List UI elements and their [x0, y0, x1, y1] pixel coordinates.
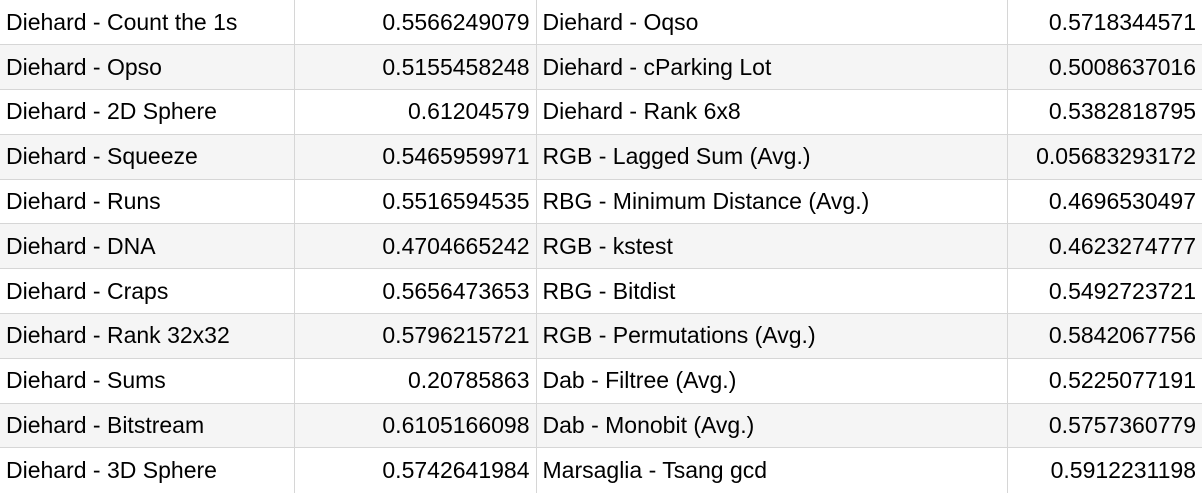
left-test-value: 0.5155458248 — [293, 44, 537, 91]
right-test-value: 0.5718344571 — [1006, 0, 1202, 46]
right-test-name: Dab - Monobit (Avg.) — [535, 402, 1008, 449]
right-test-value: 0.4696530497 — [1006, 178, 1202, 225]
right-test-name: Dab - Filtree (Avg.) — [535, 357, 1008, 404]
left-test-name: Diehard - Sums — [0, 357, 295, 404]
left-test-name: Diehard - Count the 1s — [0, 0, 295, 46]
right-test-value: 0.05683293172 — [1006, 133, 1202, 180]
right-test-name: Diehard - cParking Lot — [535, 44, 1008, 91]
table-row: Diehard - Rank 32x32 0.5796215721 RGB - … — [0, 313, 1202, 359]
table-row: Diehard - 3D Sphere 0.5742641984 Marsagl… — [0, 447, 1202, 493]
table-row: Diehard - Bitstream 0.6105166098 Dab - M… — [0, 402, 1202, 449]
left-test-value: 0.5465959971 — [293, 133, 537, 180]
right-test-value: 0.5008637016 — [1006, 44, 1202, 91]
left-test-name: Diehard - Runs — [0, 178, 295, 225]
left-test-value: 0.4704665242 — [293, 223, 537, 270]
right-test-name: RGB - kstest — [535, 223, 1008, 270]
right-test-value: 0.5492723721 — [1006, 268, 1202, 315]
table-row: Diehard - Runs 0.5516594535 RBG - Minimu… — [0, 178, 1202, 225]
right-test-value: 0.5225077191 — [1006, 357, 1202, 404]
right-test-name: Diehard - Rank 6x8 — [535, 89, 1008, 135]
left-test-value: 0.61204579 — [293, 89, 537, 135]
right-test-name: RBG - Minimum Distance (Avg.) — [535, 178, 1008, 225]
right-test-value: 0.5912231198 — [1006, 447, 1202, 493]
left-test-name: Diehard - Rank 32x32 — [0, 313, 295, 359]
left-test-name: Diehard - Craps — [0, 268, 295, 315]
left-test-value: 0.5742641984 — [293, 447, 537, 493]
table-row: Diehard - Count the 1s 0.5566249079 Dieh… — [0, 0, 1202, 46]
results-table: Diehard - Count the 1s 0.5566249079 Dieh… — [0, 0, 1202, 493]
left-test-name: Diehard - 2D Sphere — [0, 89, 295, 135]
right-test-value: 0.5382818795 — [1006, 89, 1202, 135]
results-table-body: Diehard - Count the 1s 0.5566249079 Dieh… — [0, 0, 1202, 493]
left-test-value: 0.5566249079 — [293, 0, 537, 46]
table-row: Diehard - Craps 0.5656473653 RBG - Bitdi… — [0, 268, 1202, 315]
left-test-value: 0.6105166098 — [293, 402, 537, 449]
right-test-name: RGB - Lagged Sum (Avg.) — [535, 133, 1008, 180]
table-row: Diehard - Sums 0.20785863 Dab - Filtree … — [0, 357, 1202, 404]
left-test-name: Diehard - 3D Sphere — [0, 447, 295, 493]
table-row: Diehard - Opso 0.5155458248 Diehard - cP… — [0, 44, 1202, 91]
right-test-value: 0.5842067756 — [1006, 313, 1202, 359]
left-test-value: 0.5796215721 — [293, 313, 537, 359]
right-test-value: 0.4623274777 — [1006, 223, 1202, 270]
left-test-name: Diehard - Opso — [0, 44, 295, 91]
right-test-name: Marsaglia - Tsang gcd — [535, 447, 1008, 493]
table-row: Diehard - 2D Sphere 0.61204579 Diehard -… — [0, 89, 1202, 135]
table-row: Diehard - DNA 0.4704665242 RGB - kstest … — [0, 223, 1202, 270]
left-test-value: 0.5656473653 — [293, 268, 537, 315]
left-test-value: 0.20785863 — [293, 357, 537, 404]
table-row: Diehard - Squeeze 0.5465959971 RGB - Lag… — [0, 133, 1202, 180]
right-test-name: RGB - Permutations (Avg.) — [535, 313, 1008, 359]
right-test-name: Diehard - Oqso — [535, 0, 1008, 46]
right-test-value: 0.5757360779 — [1006, 402, 1202, 449]
left-test-name: Diehard - Bitstream — [0, 402, 295, 449]
left-test-value: 0.5516594535 — [293, 178, 537, 225]
right-test-name: RBG - Bitdist — [535, 268, 1008, 315]
left-test-name: Diehard - DNA — [0, 223, 295, 270]
left-test-name: Diehard - Squeeze — [0, 133, 295, 180]
